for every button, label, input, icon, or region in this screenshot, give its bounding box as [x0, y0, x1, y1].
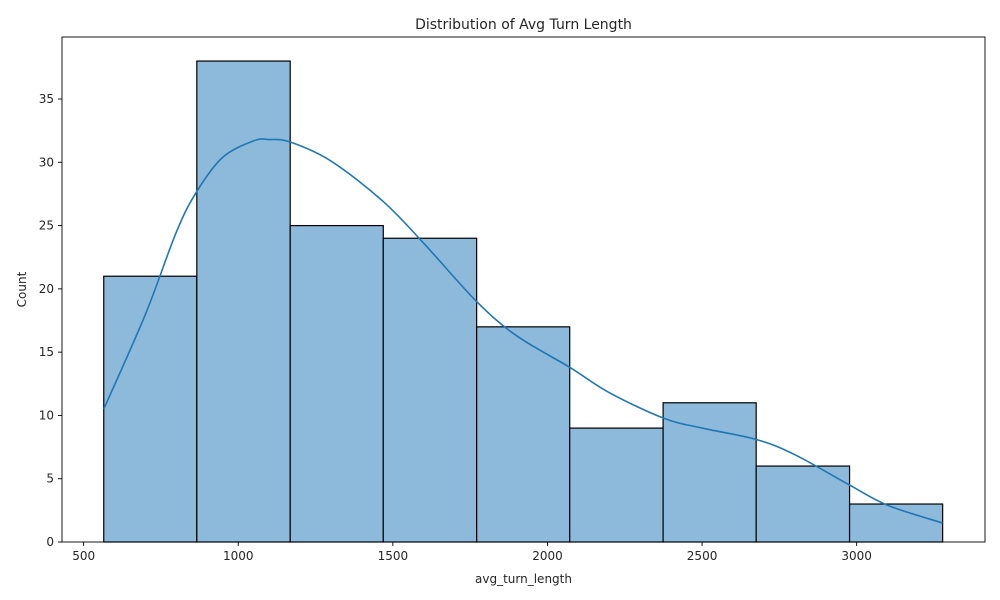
histogram-bar [848, 503, 944, 543]
histogram-bar [476, 326, 571, 543]
x-tick-label: 500 [72, 549, 95, 563]
chart-title: Distribution of Avg Turn Length [415, 17, 632, 33]
histogram-bar [196, 60, 291, 543]
x-tick-label: 2000 [532, 549, 563, 563]
histogram-bar [755, 465, 851, 543]
histogram-bar [569, 427, 664, 543]
x-axis-label: avg_turn_length [475, 572, 572, 586]
x-tick-label: 1000 [223, 549, 254, 563]
x-tick-label: 3000 [841, 549, 872, 563]
y-tick-label: 20 [39, 282, 54, 296]
kde-curve [103, 138, 943, 524]
y-tick-label: 15 [39, 345, 54, 359]
y-tick-label: 35 [39, 92, 54, 106]
y-tick-label: 30 [39, 155, 54, 169]
y-tick-label: 25 [39, 219, 54, 233]
histogram-bar [289, 224, 384, 543]
y-tick-label: 0 [46, 535, 54, 549]
y-axis-label: Count [15, 271, 29, 307]
x-tick-label: 1500 [378, 549, 409, 563]
plot-area: 500 1000 1500 2000 2500 3000 0 5 10 15 20 25 30 35 [39, 36, 986, 563]
histogram-bar [382, 237, 478, 543]
histogram-bar [662, 402, 757, 543]
y-tick-label: 10 [39, 408, 54, 422]
plot-frame [61, 36, 986, 543]
x-tick-label: 2500 [687, 549, 718, 563]
histogram-bar [103, 275, 198, 543]
y-tick-label: 5 [46, 472, 54, 486]
